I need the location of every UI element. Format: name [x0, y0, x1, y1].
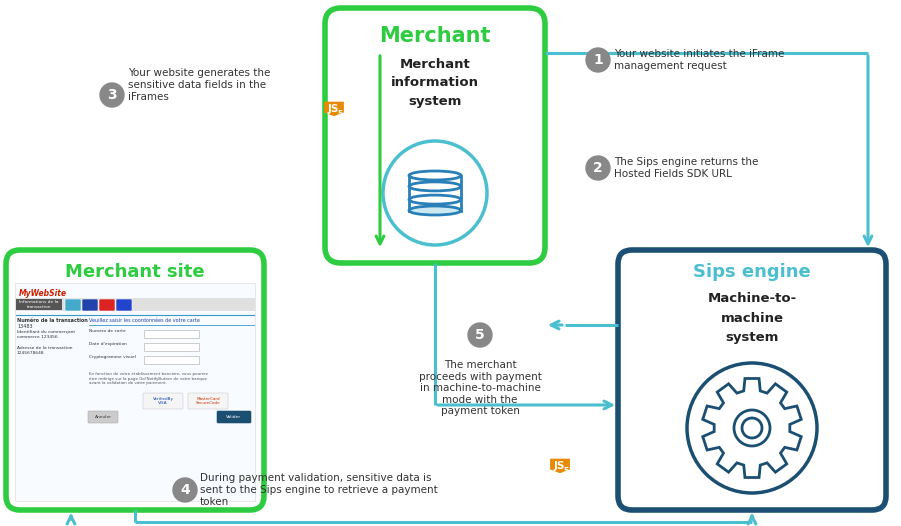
Text: Numéro de carte: Numéro de carte: [89, 329, 126, 333]
Text: Your website generates the
sensitive data fields in the
iFrames: Your website generates the sensitive dat…: [128, 68, 270, 102]
Text: 5: 5: [475, 328, 485, 342]
FancyBboxPatch shape: [99, 299, 115, 311]
Polygon shape: [324, 102, 344, 116]
Text: Machine-to-
machine
system: Machine-to- machine system: [707, 292, 796, 343]
Ellipse shape: [409, 182, 461, 191]
Circle shape: [468, 323, 492, 347]
Circle shape: [173, 478, 197, 502]
Text: 4: 4: [180, 483, 190, 497]
FancyBboxPatch shape: [143, 393, 183, 409]
Text: MasterCard
SecureCode: MasterCard SecureCode: [196, 397, 221, 406]
Text: 3: 3: [107, 88, 117, 102]
Text: JS: JS: [553, 461, 565, 471]
Circle shape: [586, 48, 610, 72]
Polygon shape: [703, 379, 801, 478]
Circle shape: [687, 363, 817, 493]
Text: Merchant
information
system: Merchant information system: [391, 57, 479, 108]
FancyBboxPatch shape: [144, 356, 199, 364]
Text: Adresse de la transaction
1245678648: Adresse de la transaction 1245678648: [17, 346, 72, 355]
Text: Merchant site: Merchant site: [65, 263, 205, 281]
Text: 1: 1: [593, 53, 603, 67]
Text: Valider: Valider: [226, 415, 241, 419]
Text: 5: 5: [337, 110, 342, 119]
Polygon shape: [551, 459, 570, 473]
Ellipse shape: [409, 171, 461, 180]
Text: 13483: 13483: [17, 324, 32, 329]
Circle shape: [734, 410, 770, 446]
FancyBboxPatch shape: [16, 299, 62, 310]
Ellipse shape: [409, 195, 461, 204]
FancyBboxPatch shape: [144, 330, 199, 338]
FancyBboxPatch shape: [188, 393, 228, 409]
Text: Veuillez saisir les coordonnées de votre carte: Veuillez saisir les coordonnées de votre…: [89, 318, 200, 323]
FancyBboxPatch shape: [15, 283, 255, 501]
Text: The Sips engine returns the
Hosted Fields SDK URL: The Sips engine returns the Hosted Field…: [614, 157, 759, 179]
FancyBboxPatch shape: [618, 250, 886, 510]
Text: 5: 5: [563, 467, 569, 476]
Text: Date d'expiration: Date d'expiration: [89, 342, 127, 346]
FancyBboxPatch shape: [6, 250, 264, 510]
Text: Annuler: Annuler: [95, 415, 112, 419]
Text: Merchant: Merchant: [379, 26, 491, 46]
Text: En fonction de votre établissement bancaire, vous pourrez
être redirigé sur la p: En fonction de votre établissement banca…: [89, 372, 208, 385]
FancyBboxPatch shape: [15, 298, 255, 311]
FancyBboxPatch shape: [65, 299, 81, 311]
Circle shape: [586, 156, 610, 180]
Text: VerifiedBy
VISA: VerifiedBy VISA: [152, 397, 174, 406]
FancyBboxPatch shape: [116, 299, 132, 311]
Text: The merchant
proceeds with payment
in machine-to-machine
mode with the
payment t: The merchant proceeds with payment in ma…: [419, 360, 542, 417]
Text: Numéro de la transaction: Numéro de la transaction: [17, 318, 87, 323]
Text: Informations de la
transaction: Informations de la transaction: [19, 300, 59, 309]
Text: MyWebSite: MyWebSite: [19, 289, 67, 298]
FancyBboxPatch shape: [144, 343, 199, 351]
Circle shape: [383, 141, 487, 245]
Text: Identifiant du commerçant
commerce 123456: Identifiant du commerçant commerce 12345…: [17, 330, 75, 339]
Text: JS: JS: [327, 104, 339, 114]
Text: 2: 2: [593, 161, 603, 175]
Text: Cryptogramme visuel: Cryptogramme visuel: [89, 355, 136, 359]
Text: Sips engine: Sips engine: [693, 263, 811, 281]
Circle shape: [100, 83, 124, 107]
Text: During payment validation, sensitive data is
sent to the Sips engine to retrieve: During payment validation, sensitive dat…: [200, 473, 438, 507]
Circle shape: [742, 418, 762, 438]
FancyBboxPatch shape: [217, 411, 251, 423]
Text: Your website initiates the iFrame
management request: Your website initiates the iFrame manage…: [614, 49, 785, 71]
FancyBboxPatch shape: [325, 8, 545, 263]
FancyBboxPatch shape: [88, 411, 118, 423]
Ellipse shape: [409, 206, 461, 215]
FancyBboxPatch shape: [82, 299, 98, 311]
